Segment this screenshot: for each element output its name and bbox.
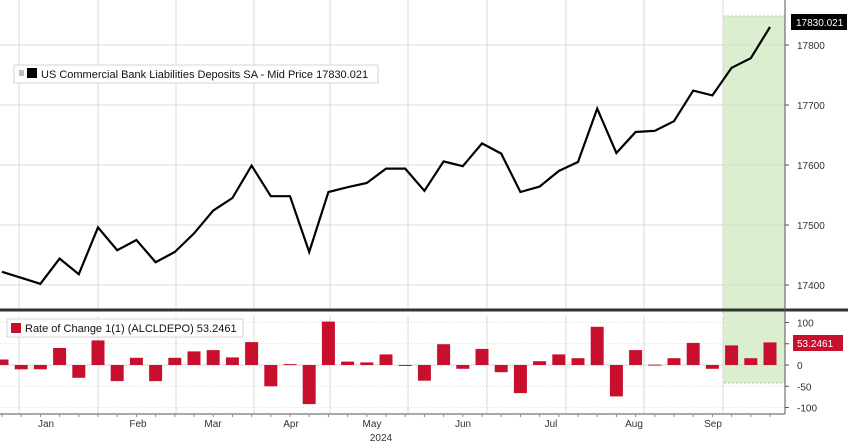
bottom-y-tick-label: 100 [797, 319, 814, 330]
top-legend-swatch [27, 68, 37, 78]
rate-of-change-bar [629, 350, 643, 365]
rate-of-change-bar [609, 365, 623, 397]
rate-of-change-bar [552, 354, 566, 365]
top-last-value-tag-bg [791, 14, 847, 30]
top-y-tick-label: 17800 [797, 41, 825, 52]
rate-of-change-bar [33, 365, 47, 370]
recent-highlight-region [723, 16, 785, 383]
rate-of-change-bar [763, 342, 777, 365]
rate-of-change-bar [648, 364, 662, 366]
top-y-tick-label: 17700 [797, 101, 825, 112]
top-legend: US Commercial Bank Liabilities Deposits … [13, 64, 379, 84]
rate-of-change-bar [168, 357, 182, 365]
rate-of-change-bar [494, 365, 508, 373]
rate-of-change-bar [513, 365, 527, 394]
top-y-tick-label: 17500 [797, 221, 825, 232]
rate-of-change-bar [590, 326, 604, 366]
rate-of-change-bar [571, 358, 585, 365]
bottom-legend-label: Rate of Change 1(1) (ALCLDEPO) 53.2461 [25, 323, 237, 335]
rate-of-change-bar [149, 365, 163, 382]
rate-of-change-bar [360, 362, 374, 365]
x-tick-label-0: Jan [38, 419, 54, 430]
bottom-legend-box [6, 318, 244, 338]
rate-of-change-bar [321, 321, 335, 365]
x-axis-year-label: 2024 [370, 433, 393, 444]
series-layer [0, 26, 777, 405]
rate-of-change-bar [206, 350, 220, 365]
rate-of-change-bar [91, 340, 105, 365]
rate-of-change-bar [302, 365, 316, 405]
x-tick-label-8: Sep [704, 419, 722, 430]
x-tick-label-1: Feb [129, 419, 147, 430]
x-tick-label-5: Jun [455, 419, 471, 430]
rate-of-change-bar [264, 365, 278, 387]
rate-of-change-bar [417, 365, 431, 381]
rate-of-change-bar [437, 344, 451, 365]
rate-of-change-bar [475, 348, 489, 365]
bottom-y-tick-label: 0 [797, 361, 803, 372]
rate-of-change-bar [398, 365, 412, 366]
rate-of-change-bar [705, 365, 719, 369]
top-legend-label: US Commercial Bank Liabilities Deposits … [41, 69, 368, 81]
axis-layer: 1740017500176001770017800100500-50-100 [0, 0, 848, 417]
bottom-legend: Rate of Change 1(1) (ALCLDEPO) 53.2461 [6, 318, 244, 338]
rate-of-change-bar [379, 354, 393, 365]
x-tick-label-3: Apr [283, 419, 299, 430]
bottom-y-tick-label: -50 [797, 382, 812, 393]
rate-of-change-bar [187, 351, 201, 365]
top-y-tick-label: 17400 [797, 281, 825, 292]
rate-of-change-bar [0, 359, 9, 365]
x-tick-label-6: Jul [545, 419, 558, 430]
rate-of-change-bar [667, 358, 681, 365]
rate-of-change-bar [283, 364, 297, 366]
rate-of-change-bar [456, 365, 470, 369]
rate-of-change-bar [744, 358, 758, 365]
x-tick-label-7: Aug [625, 419, 643, 430]
top-legend-swatch-marker [19, 70, 24, 76]
bottom-last-value-text: 53.2461 [797, 339, 834, 350]
rate-of-change-bar [72, 365, 86, 378]
x-axis-labels: Jan Feb Mar Apr May Jun Jul Aug Sep 2024 [38, 419, 722, 444]
rate-of-change-bar [725, 345, 739, 365]
rate-of-change-bar [686, 342, 700, 365]
top-last-value-tag: 17830.021 [791, 14, 847, 30]
rate-of-change-bar [225, 357, 239, 365]
bottom-y-tick-label: -100 [797, 404, 817, 415]
bottom-legend-swatch [11, 323, 21, 333]
top-last-value-text: 17830.021 [796, 18, 844, 29]
rate-of-change-bar [53, 348, 67, 365]
top-legend-box [13, 64, 379, 84]
x-tick-label-4: May [363, 419, 382, 430]
rate-of-change-bar [14, 365, 28, 370]
rate-of-change-bar [129, 357, 143, 365]
rate-of-change-bar [110, 365, 124, 382]
rate-of-change-bar [341, 361, 355, 365]
bottom-last-value-tag-bg [793, 335, 843, 351]
rate-of-change-bar [245, 342, 259, 365]
rate-of-change-bar [533, 361, 547, 365]
top-y-tick-label: 17600 [797, 161, 825, 172]
highlight-layer [722, 15, 786, 384]
x-tick-label-2: Mar [204, 419, 222, 430]
bottom-last-value-tag: 53.2461 [793, 335, 843, 351]
